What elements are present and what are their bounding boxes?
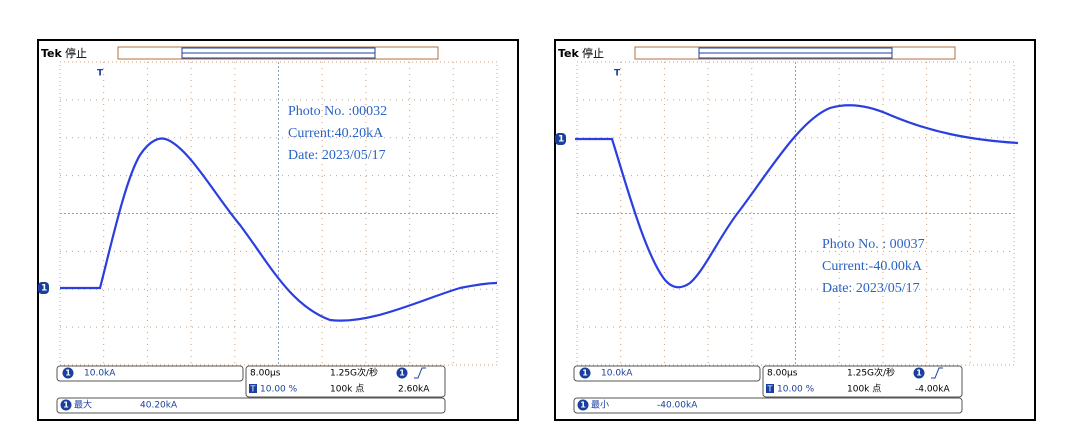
acq-box [762, 365, 963, 398]
waveform [60, 137, 498, 322]
brand: Tek [558, 47, 580, 60]
record-length: 100k 点 [847, 384, 881, 395]
channel-badge [555, 133, 566, 145]
trigger-level: 2.60kA [398, 385, 430, 395]
run-status: 停止 [582, 46, 604, 60]
channel-marker: 1 [580, 401, 586, 410]
annotation: Date: 2023/05/17 [288, 148, 386, 163]
channel-marker: 1 [582, 369, 588, 378]
waveform [575, 104, 1019, 289]
annotation: Current:40.20kA [288, 126, 384, 141]
channel-badge [577, 399, 589, 411]
measure-label: 最小 [591, 400, 609, 411]
channel-scale: 10.0kA [84, 369, 116, 379]
timebase: 8.00μs [250, 369, 281, 379]
trigger-level: -4.00kA [915, 385, 950, 395]
measure-box [56, 397, 446, 414]
measure-value: -40.00kA [657, 401, 698, 411]
scope-panel: Tek 停止 T 1 Photo No. :00032 Current:40.20kA Da… [37, 39, 519, 421]
channel-marker: 1 [558, 135, 564, 145]
trigger-position: 10.00 % [777, 385, 815, 395]
measure-label: 最大 [74, 399, 92, 411]
channel-marker: 1 [41, 284, 47, 294]
trigger-marker: T [614, 69, 621, 79]
annotation: Photo No. :00032 [288, 104, 387, 119]
trigger-slope [931, 367, 943, 379]
channel-badge [396, 367, 408, 379]
trigger-slope [414, 367, 426, 379]
channel-marker: 1 [65, 369, 71, 378]
trigger-position: 10.00 % [260, 385, 298, 395]
trigger-marker: T [767, 385, 773, 394]
channel-badge [62, 367, 74, 379]
channel-badge [38, 282, 49, 294]
measure-box [573, 397, 963, 414]
channel-scale: 10.0kA [601, 369, 633, 379]
measure-value: 40.20kA [140, 401, 178, 411]
brand: Tek [41, 47, 63, 60]
acq-box [245, 365, 446, 398]
record-length: 100k 点 [330, 384, 364, 395]
channel-box [56, 365, 244, 382]
annotation: Date: 2023/05/17 [822, 281, 920, 296]
trigger-marker: T [97, 69, 104, 79]
channel-marker: 1 [399, 369, 405, 378]
annotation: Photo No. : 00037 [822, 237, 925, 252]
sample-rate: 1.25G次/秒 [847, 367, 895, 379]
trigger-badge [766, 384, 774, 393]
run-status: 停止 [65, 46, 87, 60]
trigger-marker: T [250, 385, 256, 394]
channel-badge [913, 367, 925, 379]
sample-rate: 1.25G次/秒 [330, 367, 378, 379]
channel-badge [579, 367, 591, 379]
trigger-badge [249, 384, 257, 393]
timebase: 8.00μs [767, 369, 798, 379]
channel-box [573, 365, 761, 382]
channel-badge [60, 399, 72, 411]
annotation: Current:-40.00kA [822, 259, 923, 274]
channel-marker: 1 [916, 369, 922, 378]
scope-panel: Tek 停止 T 1 Photo No. : 00037 Current:-40.00kA… [554, 39, 1036, 421]
channel-marker: 1 [63, 401, 69, 410]
